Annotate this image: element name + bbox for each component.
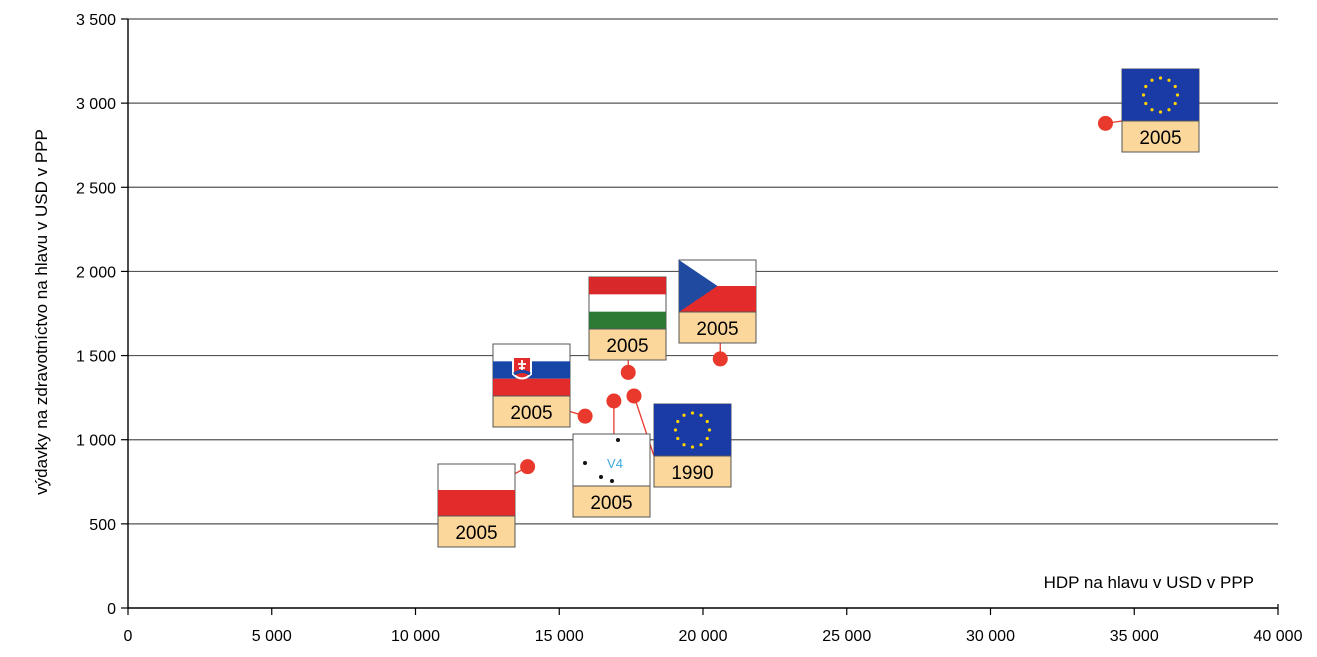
connectors <box>437 120 1123 517</box>
flag-frame <box>572 433 651 487</box>
y-tick-label: 0 <box>107 601 116 618</box>
year-label-box <box>678 311 757 344</box>
eu-star <box>705 419 709 424</box>
eu-star <box>682 413 686 417</box>
year-label-box <box>572 485 651 518</box>
flag-callout: V4 2005 <box>572 433 651 518</box>
year-label-box <box>588 328 667 361</box>
flag-stripe-red <box>438 490 515 516</box>
eu-star <box>1144 101 1148 106</box>
gridlines <box>128 18 1278 525</box>
x-tick-label: 5 000 <box>252 628 292 645</box>
point-connector <box>633 395 655 457</box>
x-tick-label: 10 000 <box>391 628 440 645</box>
y-tick-label: 3 500 <box>76 12 116 29</box>
eu-star <box>673 428 678 432</box>
data-points <box>520 115 1113 475</box>
year-label: 2005 <box>696 319 738 340</box>
eu-star <box>1150 78 1154 82</box>
flag-triangle-blue <box>679 260 718 312</box>
eu-star <box>1158 76 1163 80</box>
x-tick-label: 40 000 <box>1254 628 1303 645</box>
y-tick-label: 500 <box>89 517 116 534</box>
year-label: 2005 <box>1139 128 1181 149</box>
eu-star <box>1173 84 1177 89</box>
x-tick-label: 25 000 <box>822 628 871 645</box>
data-point <box>620 364 636 380</box>
eu-star <box>1173 101 1177 106</box>
flag-callout: 2005 <box>678 259 757 344</box>
eu-star <box>1158 110 1163 114</box>
data-point <box>626 388 642 404</box>
v4-text: V4 <box>607 456 623 471</box>
year-label-box <box>492 395 571 428</box>
eu-star <box>676 436 680 441</box>
v4-dot <box>583 461 587 465</box>
year-label-box <box>653 455 732 488</box>
data-point <box>520 459 536 475</box>
eu-star <box>1167 108 1171 112</box>
eu-star <box>1141 93 1146 97</box>
y-tick-label: 1 500 <box>76 349 116 366</box>
flag-callout: 2005 <box>437 463 516 548</box>
y-tick-label: 1 000 <box>76 433 116 450</box>
eu-star <box>1150 108 1154 112</box>
data-point <box>577 408 593 424</box>
axes <box>121 18 1279 615</box>
data-point <box>606 393 622 409</box>
x-tick-label: 30 000 <box>966 628 1015 645</box>
y-tick-label: 2 000 <box>76 264 116 281</box>
eu-star <box>690 445 695 449</box>
eu-star <box>699 443 703 447</box>
eu-star <box>690 411 695 415</box>
tick-labels: 0 500 1 000 1 500 2 000 2 500 3 000 3 500 0 5 000… <box>76 12 1303 645</box>
flag-callout: 2005 <box>492 343 571 428</box>
data-point <box>712 351 728 367</box>
data-point <box>1098 115 1113 131</box>
year-label: 1990 <box>671 463 713 484</box>
y-tick-label: 3 000 <box>76 96 116 113</box>
x-tick-label: 0 <box>124 628 133 645</box>
year-label: 2005 <box>455 523 497 544</box>
flag-stripe-red <box>493 378 570 396</box>
year-label: 2005 <box>590 493 632 514</box>
eu-star <box>1175 93 1180 97</box>
year-label: 2005 <box>510 403 552 424</box>
v4-dot <box>610 479 614 483</box>
shield-hills <box>513 370 531 376</box>
v4-dot <box>616 438 620 442</box>
eu-star <box>682 443 686 447</box>
year-label-box <box>1121 120 1200 153</box>
x-tick-label: 35 000 <box>1110 628 1159 645</box>
year-label-box <box>437 515 516 548</box>
flag-callout: 1990 <box>653 403 732 488</box>
y-tick-label: 2 500 <box>76 180 116 197</box>
flag-stripe-green <box>589 311 666 329</box>
flag-callout: 2005 <box>1121 68 1200 153</box>
flag-callouts: 2005 2005 V4 2005 2005 1990 2005 2005 <box>437 68 1200 548</box>
flag-callout: 2005 <box>588 276 667 361</box>
flag-stripe-red <box>589 277 666 295</box>
eu-star <box>699 413 703 417</box>
eu-star <box>707 428 712 432</box>
eu-star <box>676 419 680 424</box>
x-tick-label: 20 000 <box>679 628 728 645</box>
v4-dot <box>599 475 603 479</box>
eu-star <box>1167 78 1171 82</box>
eu-star <box>1144 84 1148 89</box>
x-axis-title: HDP na hlavu v USD v PPP <box>1044 573 1254 592</box>
y-axis-title: výdavky na zdravotníctvo na hlavu v USD … <box>32 129 51 495</box>
x-tick-label: 15 000 <box>535 628 584 645</box>
eu-star <box>705 436 709 441</box>
year-label: 2005 <box>606 336 648 357</box>
